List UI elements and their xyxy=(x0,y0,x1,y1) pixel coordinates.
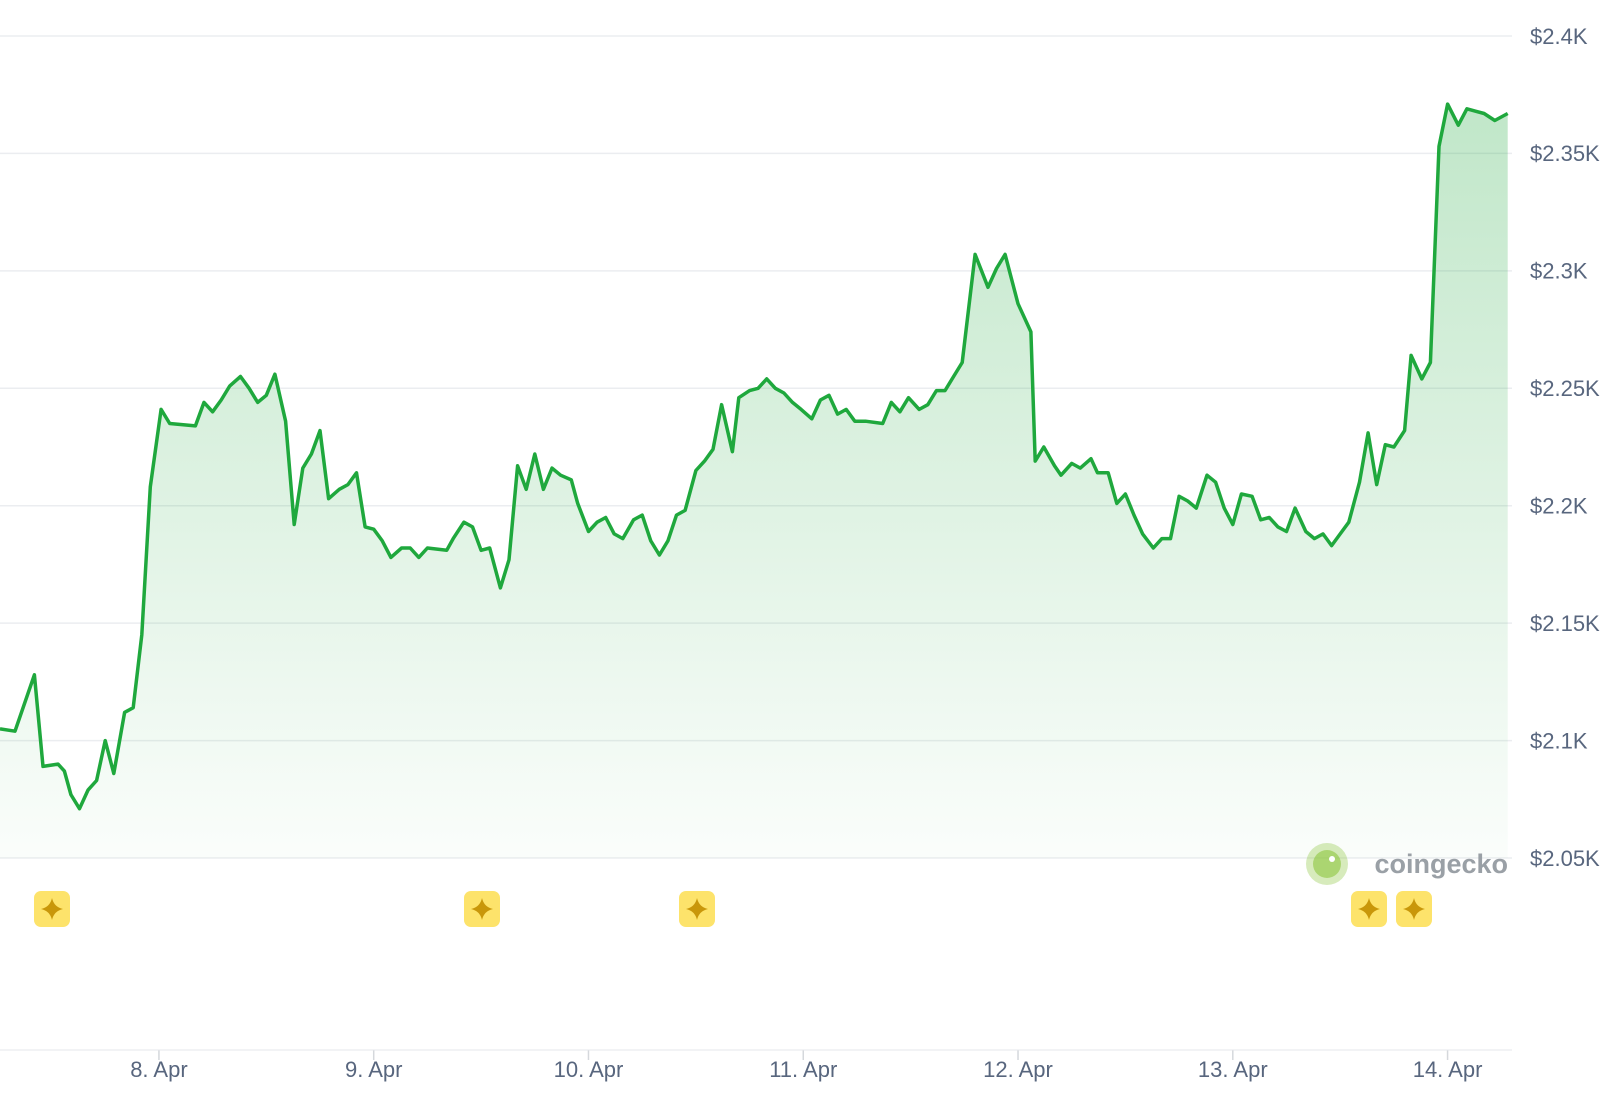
area xyxy=(0,104,1508,859)
event-marker[interactable] xyxy=(34,891,70,927)
watermark: coingecko xyxy=(1374,849,1508,879)
x-tick-label: 9. Apr xyxy=(345,1057,402,1082)
plot: $2.05K $2.1K $2.15K $2.2K $2.25K $2.3K $2.35K $… xyxy=(0,24,1600,1082)
y-tick-label: $2.25K xyxy=(1530,376,1600,401)
event-marker[interactable] xyxy=(679,891,715,927)
x-tick-label: 11. Apr xyxy=(769,1057,837,1082)
event-marker[interactable] xyxy=(1396,891,1432,927)
event-marker[interactable] xyxy=(1351,891,1387,927)
x-tick-label: 12. Apr xyxy=(983,1057,1053,1082)
y-tick-label: $2.15K xyxy=(1530,611,1600,636)
y-tick-label: $2.35K xyxy=(1530,141,1600,166)
y-tick-label: $2.1K xyxy=(1530,728,1588,753)
x-tick-label: 14. Apr xyxy=(1413,1057,1483,1082)
x-tick-label: 8. Apr xyxy=(130,1057,187,1082)
price-line xyxy=(0,102,1509,811)
y-tick-label: $2.05K xyxy=(1530,846,1600,871)
y-tick-label: $2.3K xyxy=(1530,259,1588,284)
x-tick-label: 13. Apr xyxy=(1198,1057,1268,1082)
event-marker[interactable] xyxy=(464,891,500,927)
y-tick-label: $2.2K xyxy=(1530,494,1588,519)
logo xyxy=(1306,843,1348,885)
y-tick-label: $2.4K xyxy=(1530,24,1588,49)
x-tick-label: 10. Apr xyxy=(554,1057,624,1082)
event-markers xyxy=(34,891,1432,927)
